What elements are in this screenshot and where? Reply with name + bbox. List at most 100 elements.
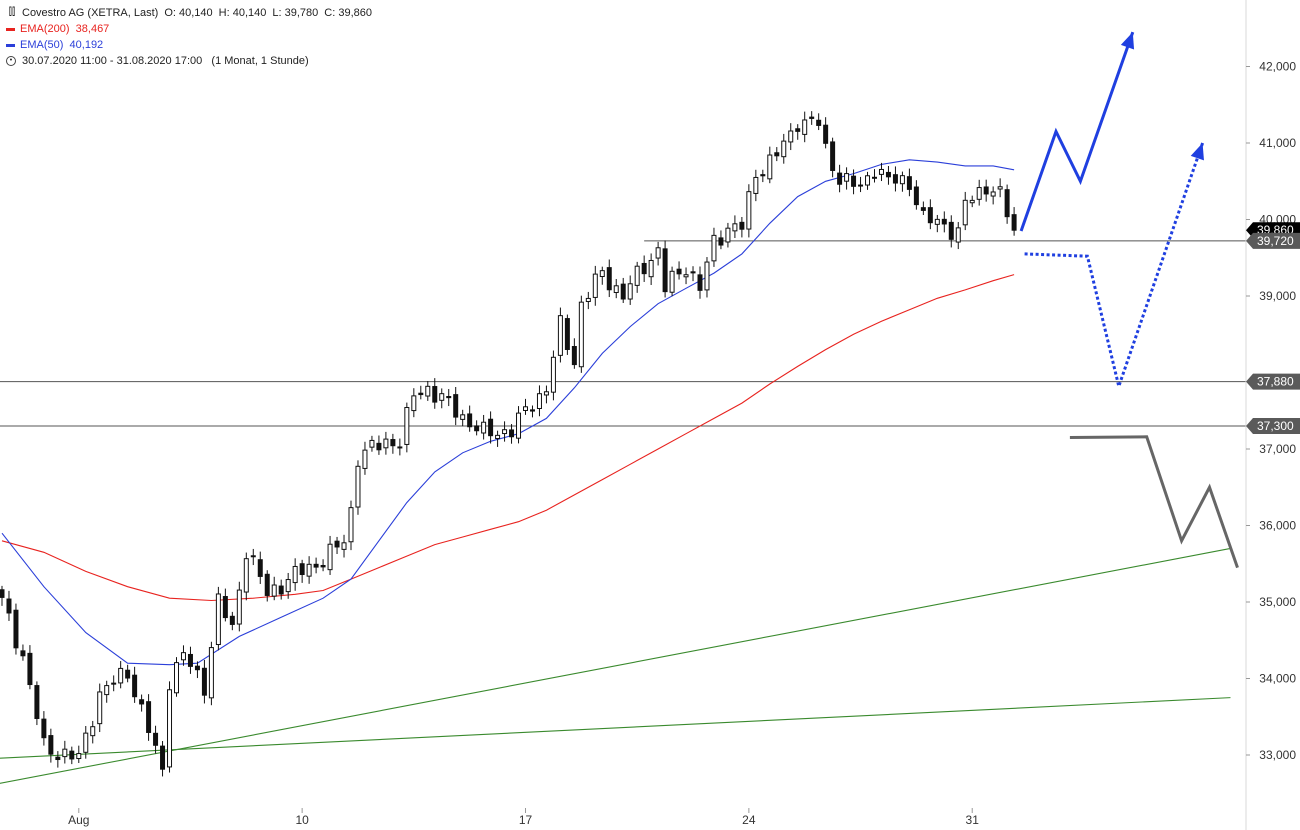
candle <box>997 178 1003 198</box>
candle <box>481 414 487 440</box>
candle <box>76 745 82 764</box>
candle-body <box>264 573 270 596</box>
candle <box>439 388 445 409</box>
candle <box>585 291 591 310</box>
candle <box>425 380 431 401</box>
candle <box>536 385 542 417</box>
legend-ema50: EMA(50) 40,192 <box>6 37 372 53</box>
candle-body <box>892 174 898 184</box>
candle-body <box>676 268 682 275</box>
candle <box>27 645 33 690</box>
period-range: 30.07.2020 11:00 - 31.08.2020 17:00 <box>22 55 203 67</box>
candle-body <box>585 297 591 303</box>
candle <box>683 267 689 285</box>
candle-body <box>453 394 459 418</box>
candle-body <box>732 223 738 232</box>
ema200-swatch <box>6 27 15 31</box>
candle <box>830 137 836 178</box>
legend-ema200: EMA(200) 38,467 <box>6 21 372 37</box>
high-value: 40,140 <box>232 7 267 19</box>
candle <box>823 117 829 149</box>
candle <box>676 261 682 280</box>
y-tick-label: 37,000 <box>1259 442 1296 456</box>
candle-body <box>557 315 563 356</box>
candle <box>906 168 912 197</box>
candle-body <box>215 593 221 646</box>
candle-body <box>334 540 340 548</box>
candle <box>132 666 138 703</box>
candle-body <box>34 685 40 719</box>
candle-body <box>1011 214 1017 231</box>
candle-body <box>704 261 710 291</box>
candle-body <box>718 237 724 246</box>
candle <box>858 176 864 193</box>
candle <box>467 405 473 432</box>
candle-body <box>739 221 745 230</box>
candle-body <box>669 270 675 293</box>
candle <box>865 171 871 190</box>
candle-body <box>920 207 926 211</box>
scenario-arrowhead-1 <box>1120 32 1135 50</box>
candle <box>174 657 179 697</box>
candle-body <box>0 589 5 598</box>
candle-body <box>376 442 382 451</box>
candle-body <box>488 418 494 437</box>
candle-body <box>460 414 466 420</box>
candle-body <box>313 563 319 568</box>
x-tick-label: Aug <box>68 813 89 827</box>
x-tick-label: 24 <box>742 813 756 827</box>
candle <box>655 241 661 266</box>
candle <box>41 711 47 746</box>
candle <box>348 500 354 551</box>
candle-body <box>872 176 877 179</box>
open-label: O: <box>164 7 176 19</box>
candle-body <box>118 667 124 684</box>
y-tick-label: 35,000 <box>1259 595 1296 609</box>
candle <box>934 214 940 233</box>
candle <box>872 169 877 183</box>
candle-body <box>48 735 54 755</box>
candle <box>634 261 640 293</box>
candle <box>669 266 675 297</box>
candle-body <box>634 265 640 286</box>
candle <box>6 590 12 621</box>
candle <box>48 728 54 763</box>
candle <box>969 195 975 208</box>
candle <box>955 222 961 250</box>
candle-body <box>474 425 480 432</box>
candle-body <box>564 318 570 350</box>
candle <box>599 266 605 285</box>
candle <box>201 659 207 704</box>
candle <box>1011 207 1017 236</box>
ema50-value: 40,192 <box>69 39 104 51</box>
candle <box>885 166 891 185</box>
candle <box>111 675 117 692</box>
candle-body <box>509 429 515 438</box>
candle-body <box>774 152 780 157</box>
candle-body <box>41 718 47 739</box>
y-tick-label: 39,000 <box>1259 289 1296 303</box>
candle <box>243 552 249 601</box>
candle-body <box>851 175 857 187</box>
candle-body <box>174 662 179 694</box>
candle <box>432 378 438 409</box>
candle <box>104 680 110 703</box>
candle-body <box>132 674 138 698</box>
candle <box>837 164 843 193</box>
candle-body <box>397 446 403 449</box>
trendlines <box>0 547 1231 784</box>
candle <box>550 350 556 401</box>
candle <box>285 572 291 599</box>
candle <box>878 162 884 182</box>
horizontal-levels <box>0 240 1246 427</box>
candle-body <box>529 409 535 412</box>
candle <box>369 435 375 452</box>
candle-body <box>823 124 829 144</box>
candle-body <box>69 750 75 760</box>
scenario-path-3 <box>1069 435 1239 569</box>
candle <box>292 558 298 591</box>
candle <box>13 603 19 655</box>
candle <box>543 385 549 404</box>
candle-body <box>55 756 61 761</box>
candle-body <box>781 140 787 158</box>
